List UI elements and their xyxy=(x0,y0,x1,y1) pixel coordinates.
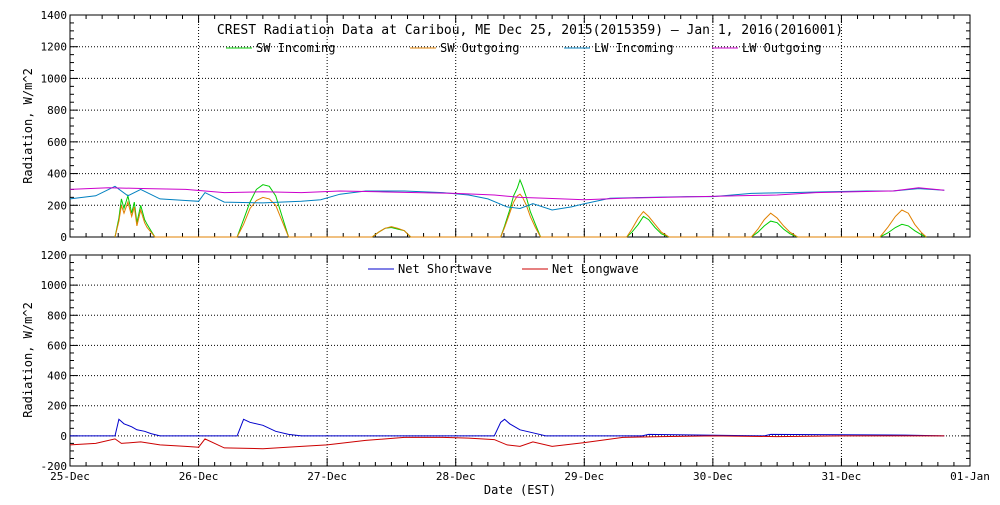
x-tick-label: 31-Dec xyxy=(822,470,862,483)
bottom-y-tick-label: 400 xyxy=(47,370,67,383)
top-y-tick-label: 400 xyxy=(47,168,67,181)
series-line-sw-incoming xyxy=(114,178,927,238)
bottom-y-tick-label: -200 xyxy=(41,460,68,473)
top-panel: 0 200 400 600 800 1000 1200 1400 CREST Radiatio… xyxy=(21,9,971,244)
legend-label-net-longwave: Net Longwave xyxy=(552,262,639,276)
legend-label-sw-outgoing: SW Outgoing xyxy=(440,41,519,55)
legend-label-lw-incoming: LW Incoming xyxy=(594,41,673,55)
bottom-panel: 25-Dec 26-Dec 27-Dec 28-Dec 29-Dec 30-Dec 31-D… xyxy=(21,249,990,497)
series-line-net-longwave xyxy=(69,435,945,450)
series-line-lw-incoming xyxy=(69,185,945,211)
bottom-y-tick-label: 0 xyxy=(60,430,67,443)
top-y-axis-label: Radiation, W/m^2 xyxy=(21,68,35,184)
top-y-tick-label: 1000 xyxy=(41,72,68,85)
top-y-tick-label: 1200 xyxy=(41,41,68,54)
top-y-tick-label: 1400 xyxy=(41,9,68,22)
top-y-tick-label: 0 xyxy=(60,231,67,244)
x-tick-label: 28-Dec xyxy=(436,470,476,483)
bottom-y-tick-label: 1000 xyxy=(41,279,68,292)
x-tick-label: 27-Dec xyxy=(307,470,347,483)
x-tick-label: 29-Dec xyxy=(564,470,604,483)
x-tick-label: 01-Jan xyxy=(950,470,990,483)
top-y-tick-label: 800 xyxy=(47,104,67,117)
x-axis-label: Date (EST) xyxy=(484,483,556,497)
bottom-y-tick-label: 200 xyxy=(47,400,67,413)
bottom-legend: Net Shortwave Net Longwave xyxy=(368,262,639,276)
top-legend: SW Incoming SW Outgoing LW Incoming LW Outg… xyxy=(226,41,821,55)
top-y-tick-label: 600 xyxy=(47,136,67,149)
bottom-y-axis-label: Radiation, W/m^2 xyxy=(21,302,35,418)
legend-label-lw-outgoing: LW Outgoing xyxy=(742,41,821,55)
top-y-tick-label: 200 xyxy=(47,199,67,212)
top-plot-frame xyxy=(69,14,971,238)
legend-label-sw-incoming: SW Incoming xyxy=(256,41,335,55)
x-tick-label: 25-Dec xyxy=(50,470,90,483)
series-line-net-shortwave xyxy=(70,418,945,437)
x-tick-label: 30-Dec xyxy=(693,470,733,483)
x-tick-label: 26-Dec xyxy=(179,470,219,483)
bottom-y-tick-label: 600 xyxy=(47,339,67,352)
bottom-y-tick-label: 1200 xyxy=(41,249,68,262)
series-line-sw-outgoing xyxy=(114,193,927,238)
series-line-lw-outgoing xyxy=(69,187,945,201)
top-chart-title: CREST Radiation Data at Caribou, ME Dec … xyxy=(217,23,843,38)
bottom-y-tick-label: 800 xyxy=(47,309,67,322)
legend-label-net-shortwave: Net Shortwave xyxy=(398,262,492,276)
